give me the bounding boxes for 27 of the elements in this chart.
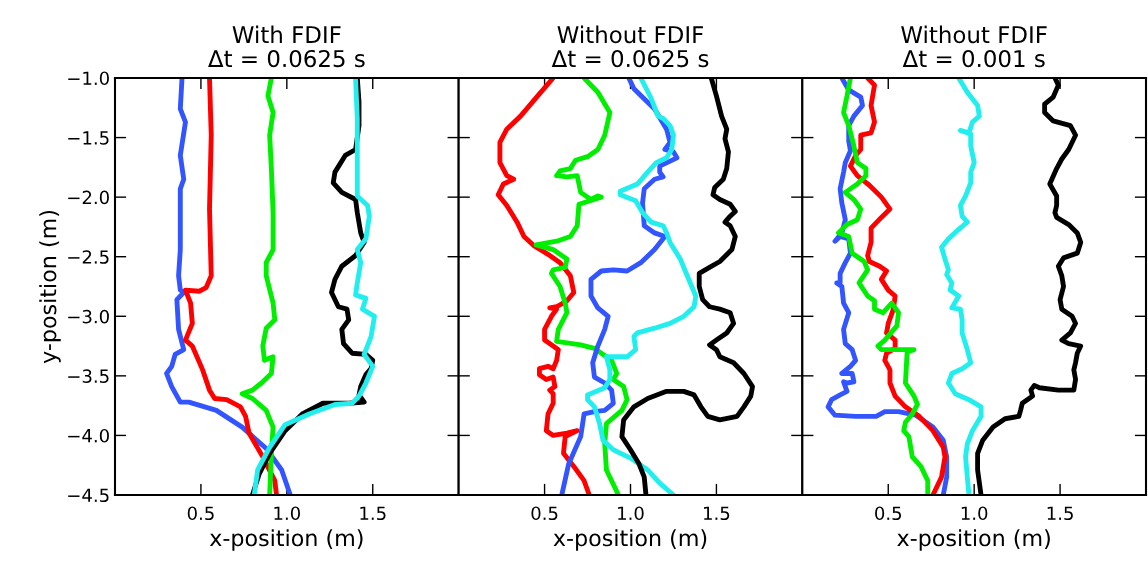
x-axis-title: x-position (m): [209, 529, 363, 551]
y-tick-label: −3.5: [68, 369, 109, 383]
chart-title: With FDIF Δt = 0.0625 s: [208, 25, 365, 68]
y-tick-label: −1.0: [68, 71, 109, 86]
x-axis-title: x-position (m): [897, 529, 1050, 551]
x-tick-label: 0.5: [187, 506, 214, 521]
x-tick-label: 1.0: [618, 506, 644, 521]
y-tick-label: −3.0: [68, 309, 109, 324]
y-tick-label: −2.0: [68, 190, 109, 205]
y-tick-label: −1.5: [68, 131, 109, 145]
y-tick-label: −2.5: [68, 250, 109, 264]
x-tick-label: 1.5: [360, 506, 386, 521]
x-tick-label: 0.5: [531, 506, 558, 521]
y-tick-label: −4.5: [68, 488, 109, 503]
x-tick-label: 1.0: [274, 506, 300, 521]
line-series: [164, 78, 293, 495]
y-axis-title: y-position (m): [39, 210, 61, 364]
x-tick-label: 1.5: [1047, 506, 1073, 521]
x-tick-label: 1.0: [961, 506, 988, 521]
line-series: [239, 78, 278, 495]
x-tick-label: 1.5: [704, 506, 730, 521]
x-tick-label: 0.5: [875, 506, 902, 521]
line-series: [183, 78, 279, 495]
chart-title: Without FDIF Δt = 0.0625 s: [551, 25, 709, 68]
chart-title: Without FDIF Δt = 0.001 s: [901, 25, 1047, 68]
x-axis-title: x-position (m): [553, 529, 707, 551]
y-tick-label: −4.0: [68, 428, 109, 443]
